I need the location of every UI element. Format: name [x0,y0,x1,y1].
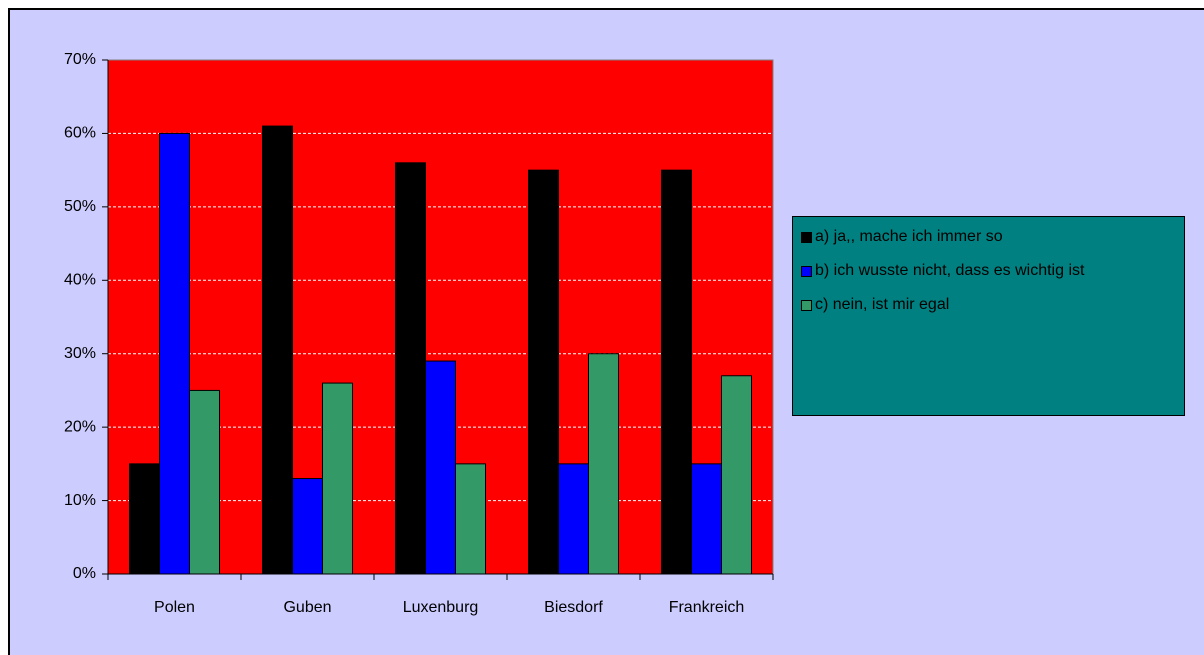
bar [721,375,752,575]
x-tick-label: Polen [154,599,195,616]
y-tick-label: 60% [64,125,96,142]
bar [159,132,190,575]
bar [129,463,160,575]
bar [395,162,426,575]
bar [588,353,619,575]
legend-entry: c) nein, ist mir egal [801,295,1178,315]
bar [661,169,692,575]
y-tick-label: 20% [64,418,96,435]
legend-entry: a) ja,, mache ich immer so [801,227,1178,247]
bar [691,463,722,575]
y-tick-label: 50% [64,198,96,215]
bar [322,382,353,575]
legend-label: a) ja,, mache ich immer so [815,228,1003,245]
legend: a) ja,, mache ich immer so b) ich wusste … [792,216,1185,416]
x-tick-label: Guben [283,599,331,616]
x-tick-label: Frankreich [669,599,745,616]
y-tick-label: 30% [64,345,96,362]
legend-swatch [801,232,812,243]
bar [425,360,456,575]
x-tick-label: Biesdorf [544,599,603,616]
y-tick-label: 40% [64,272,96,289]
bar [262,125,293,575]
legend-label: b) ich wusste nicht, dass es wichtig ist [815,262,1085,279]
legend-swatch [801,300,812,311]
bar [558,463,589,575]
y-tick-label: 70% [64,51,96,68]
y-tick-label: 10% [64,492,96,509]
bar [189,389,220,575]
bar [528,169,559,575]
legend-label: c) nein, ist mir egal [815,296,950,313]
bar [292,478,323,575]
legend-swatch [801,266,812,277]
bar [455,463,486,575]
y-tick-label: 0% [73,565,96,582]
legend-entry: b) ich wusste nicht, dass es wichtig ist [801,261,1178,281]
x-tick-label: Luxenburg [403,599,479,616]
